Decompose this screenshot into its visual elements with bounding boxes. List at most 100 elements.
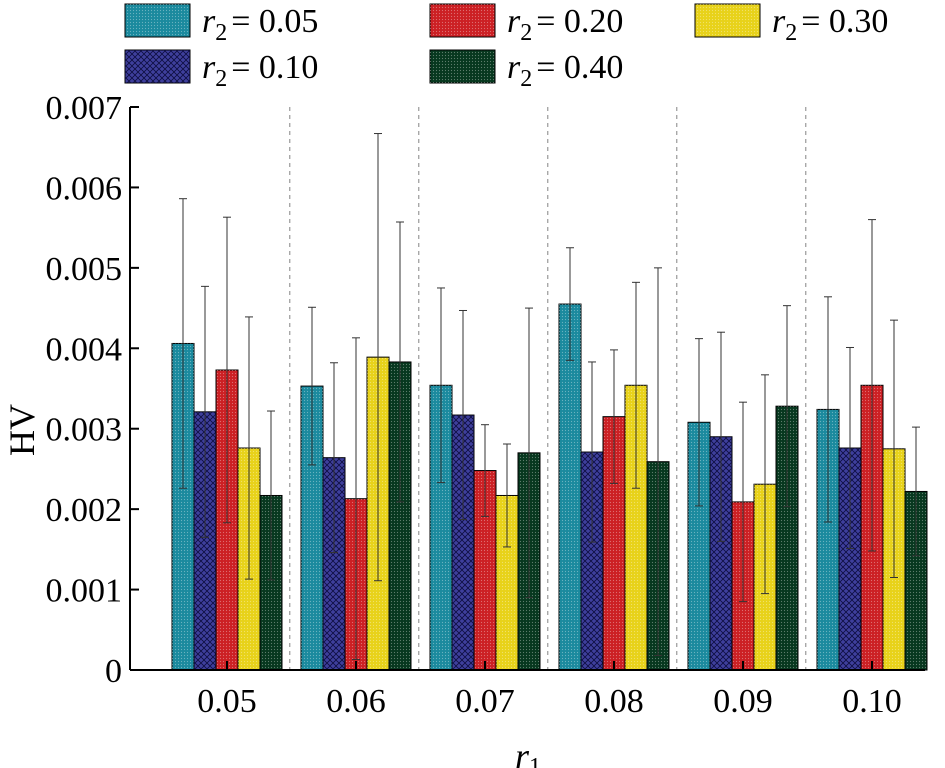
error-bar xyxy=(459,309,467,521)
error-bar xyxy=(610,349,618,484)
bar-pattern xyxy=(260,495,282,670)
error-bar xyxy=(481,424,489,517)
legend-label-sub: 2 xyxy=(215,20,227,46)
error-bar xyxy=(912,426,920,557)
legend-label-value: = 0.10 xyxy=(231,49,318,86)
legend-label-main: r xyxy=(507,49,521,86)
legend-item: r2 = 0.05 xyxy=(124,3,318,46)
error-bar xyxy=(245,316,253,580)
y-tick-label: 0 xyxy=(105,653,122,690)
bar xyxy=(473,470,497,671)
legend-label: r2 = 0.30 xyxy=(772,3,888,46)
x-axis-label-main: r xyxy=(515,736,530,768)
error-bar xyxy=(695,338,703,507)
bar xyxy=(451,414,475,671)
legend-swatch-pattern xyxy=(430,4,495,37)
legend-swatch-pattern xyxy=(125,50,190,83)
bar xyxy=(388,361,412,671)
error-bar xyxy=(739,401,747,603)
x-axis-label: r1 xyxy=(515,736,541,768)
bar-pattern xyxy=(430,385,452,670)
bar-pattern xyxy=(817,409,839,670)
legend-label-value: = 0.20 xyxy=(536,3,623,40)
bar-pattern xyxy=(172,343,194,670)
bar xyxy=(429,384,453,671)
bar-pattern xyxy=(839,448,861,670)
legend-label: r2 = 0.20 xyxy=(507,3,623,46)
x-tick-label: 0.08 xyxy=(584,683,644,720)
error-bar xyxy=(566,247,574,361)
y-tick-label: 0.001 xyxy=(46,573,123,610)
y-tick-label: 0.007 xyxy=(46,90,123,127)
bar-pattern xyxy=(474,470,496,670)
y-tick-label: 0.004 xyxy=(46,331,123,368)
y-tick-label: 0.006 xyxy=(46,170,123,207)
error-bar xyxy=(783,305,791,508)
axes xyxy=(129,107,925,671)
legend-item: r2 = 0.40 xyxy=(429,49,623,92)
legend-label-sub: 2 xyxy=(785,20,797,46)
bar-pattern xyxy=(688,422,710,670)
error-bar xyxy=(201,285,209,538)
legend-label: r2 = 0.40 xyxy=(507,49,623,92)
bar-pattern xyxy=(194,411,216,670)
x-tick-label: 0.05 xyxy=(197,683,257,720)
error-bar xyxy=(396,221,404,503)
bar-pattern xyxy=(603,416,625,670)
error-bar xyxy=(846,346,854,550)
error-bar xyxy=(308,306,316,466)
legend-label-main: r xyxy=(772,3,786,40)
bar-pattern xyxy=(389,361,411,670)
error-bar xyxy=(654,267,662,657)
bar xyxy=(602,416,626,671)
legend-label-value: = 0.30 xyxy=(801,3,888,40)
bar-pattern xyxy=(710,436,732,670)
bar-pattern xyxy=(581,452,603,670)
y-tick-label: 0.002 xyxy=(46,492,123,529)
legend-label: r2 = 0.05 xyxy=(202,3,318,46)
error-bar xyxy=(525,307,533,599)
bar-pattern xyxy=(496,495,518,670)
legend-label: r2 = 0.10 xyxy=(202,49,318,92)
legend-label-sub: 2 xyxy=(215,66,227,92)
x-tick-label: 0.09 xyxy=(713,683,773,720)
error-bar xyxy=(374,133,382,582)
x-axis-label-sub: 1 xyxy=(529,754,541,768)
x-ticks: 0.05 0.06 0.07 0.08 0.09 0.10 xyxy=(197,661,902,720)
error-bar xyxy=(352,337,360,661)
legend-swatch-pattern xyxy=(125,4,190,37)
legend-label-sub: 2 xyxy=(520,20,532,46)
bar-pattern xyxy=(452,415,474,670)
error-bar xyxy=(437,287,445,484)
legend-item: r2 = 0.30 xyxy=(694,3,888,46)
bars xyxy=(171,303,928,671)
y-tick-label: 0.005 xyxy=(46,251,123,288)
legend-item: r2 = 0.10 xyxy=(124,49,318,92)
bar-pattern xyxy=(905,491,927,670)
legend-label-main: r xyxy=(202,49,216,86)
legend-label-main: r xyxy=(202,3,216,40)
error-bar xyxy=(824,296,832,523)
x-tick-label: 0.07 xyxy=(455,683,515,720)
error-bar xyxy=(890,319,898,579)
legend-item: r2 = 0.20 xyxy=(429,3,623,46)
bar-pattern xyxy=(776,406,798,670)
error-bars xyxy=(179,133,920,661)
error-bar xyxy=(588,361,596,543)
bar-pattern xyxy=(625,385,647,670)
error-bar xyxy=(330,362,338,554)
y-axis-label: HV xyxy=(2,404,42,456)
legend-label-sub: 2 xyxy=(520,66,532,92)
bar xyxy=(171,342,195,671)
group-separators xyxy=(289,107,807,670)
error-bar xyxy=(503,443,511,548)
y-tick-label: 0.003 xyxy=(46,412,123,449)
bar-pattern xyxy=(301,386,323,670)
error-bar xyxy=(267,410,275,581)
x-tick-label: 0.06 xyxy=(326,683,386,720)
bar xyxy=(580,451,604,671)
error-bar xyxy=(717,331,725,542)
legend-label-value: = 0.05 xyxy=(231,3,318,40)
